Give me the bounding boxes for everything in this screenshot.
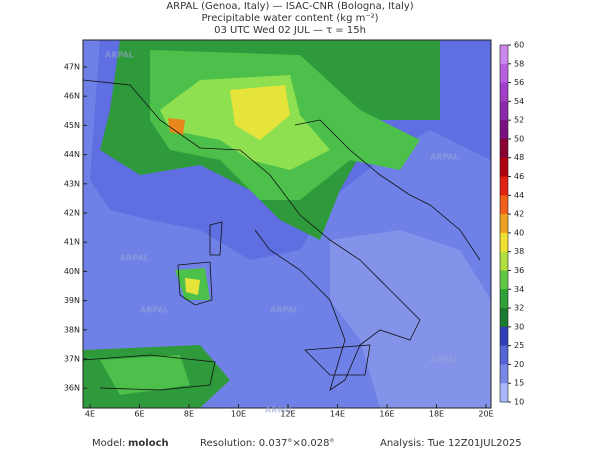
colorbar-swatch xyxy=(500,214,508,234)
lat-label: 40N xyxy=(64,267,80,276)
colorbar-label: 46 xyxy=(514,172,524,181)
watermark: ARPAL xyxy=(120,254,149,263)
lon-label: 6E xyxy=(134,410,144,419)
colorbar-label: 48 xyxy=(514,153,524,162)
colorbar-label: 58 xyxy=(514,59,524,68)
colorbar-swatch xyxy=(500,82,508,102)
title-line: Precipitable water content (kg m⁻²) xyxy=(201,13,378,24)
colorbar-swatch xyxy=(500,308,508,328)
coastline xyxy=(82,79,481,391)
colorbar-swatch xyxy=(500,383,508,403)
footer-resolution: Resolution: 0.037°×0.028° xyxy=(200,438,334,449)
colorbar-swatch xyxy=(500,45,508,65)
lon-label: 20E xyxy=(478,410,493,419)
colorbar-label: 52 xyxy=(514,116,524,125)
colorbar-swatch xyxy=(500,120,508,140)
colorbar-swatch xyxy=(500,176,508,196)
colorbar-swatch xyxy=(500,270,508,290)
footer-model-label: Model: xyxy=(92,438,125,449)
colorbar-label: 42 xyxy=(514,210,524,219)
lon-label: 4E xyxy=(85,410,95,419)
watermark: ARPAL xyxy=(140,306,169,315)
colorbar-swatch xyxy=(500,101,508,121)
colorbar-label: 56 xyxy=(514,78,524,87)
colorbar-frame xyxy=(499,44,509,403)
lon-label: 8E xyxy=(184,410,194,419)
lat-label: 41N xyxy=(64,238,80,247)
watermarks: ARPAL ARPAL ARPAL ARPAL ARPAL ARPAL ARPA… xyxy=(105,51,459,415)
colorbar-label: 50 xyxy=(514,134,524,143)
lat-label: 44N xyxy=(64,150,80,159)
title-line: ARPAL (Genoa, Italy) — ISAC-CNR (Bologna… xyxy=(166,1,413,12)
colorbar-swatch xyxy=(500,157,508,177)
watermark: ARPAL xyxy=(430,356,459,365)
lat-label: 42N xyxy=(64,209,80,218)
colorbar-swatch xyxy=(500,364,508,384)
lon-label: 14E xyxy=(330,410,345,419)
colorbar-swatch xyxy=(500,326,508,346)
footer-analysis: Analysis: Tue 12Z01JUL2025 xyxy=(380,438,522,449)
colorbar-label: 60 xyxy=(514,41,524,50)
lat-label: 38N xyxy=(64,325,80,334)
colorbar-label: 44 xyxy=(514,191,524,200)
colorbar-label: 30 xyxy=(514,322,524,331)
colorbar-label: 20 xyxy=(514,360,524,369)
colorbar-label: 38 xyxy=(514,247,524,256)
lat-label: 43N xyxy=(64,179,80,188)
map-frame xyxy=(82,39,492,409)
colorbar-swatch xyxy=(500,138,508,159)
colorbar-label: 34 xyxy=(514,285,524,294)
colorbar-swatch xyxy=(500,232,508,252)
lat-label: 46N xyxy=(64,92,80,101)
colorbar-label: 40 xyxy=(514,228,524,237)
colorbar-label: 54 xyxy=(514,97,524,106)
lon-label: 12E xyxy=(280,410,295,419)
lat-label: 39N xyxy=(64,296,80,305)
colorbar-label: 36 xyxy=(514,266,524,275)
watermark: ARPAL xyxy=(430,153,459,162)
colorbar-swatch xyxy=(500,251,508,271)
colorbar-swatch xyxy=(500,289,508,309)
colorbar-swatch xyxy=(500,63,508,83)
colorbar-label: 25 xyxy=(514,341,524,350)
footer-model: moloch xyxy=(128,438,169,449)
lat-label: 47N xyxy=(64,63,80,72)
watermark: ARPAL xyxy=(270,306,299,315)
colorbar-label: 32 xyxy=(514,304,524,313)
watermark: ARPAL xyxy=(105,51,134,60)
lat-label: 37N xyxy=(64,355,80,364)
lon-label: 10E xyxy=(231,410,246,419)
lon-label: 18E xyxy=(429,410,444,419)
lon-label: 16E xyxy=(379,410,394,419)
colorbar-swatch xyxy=(500,345,508,365)
watermark: ARPAL xyxy=(265,406,294,415)
colorbar-label: 15 xyxy=(514,379,524,388)
colorbar-swatch xyxy=(500,195,508,215)
map-field xyxy=(83,40,491,408)
colorbar-label: 10 xyxy=(514,398,524,407)
lat-label: 36N xyxy=(64,384,80,393)
lat-label: 45N xyxy=(64,121,80,130)
title-line: 03 UTC Wed 02 JUL — τ = 15h xyxy=(214,25,366,36)
